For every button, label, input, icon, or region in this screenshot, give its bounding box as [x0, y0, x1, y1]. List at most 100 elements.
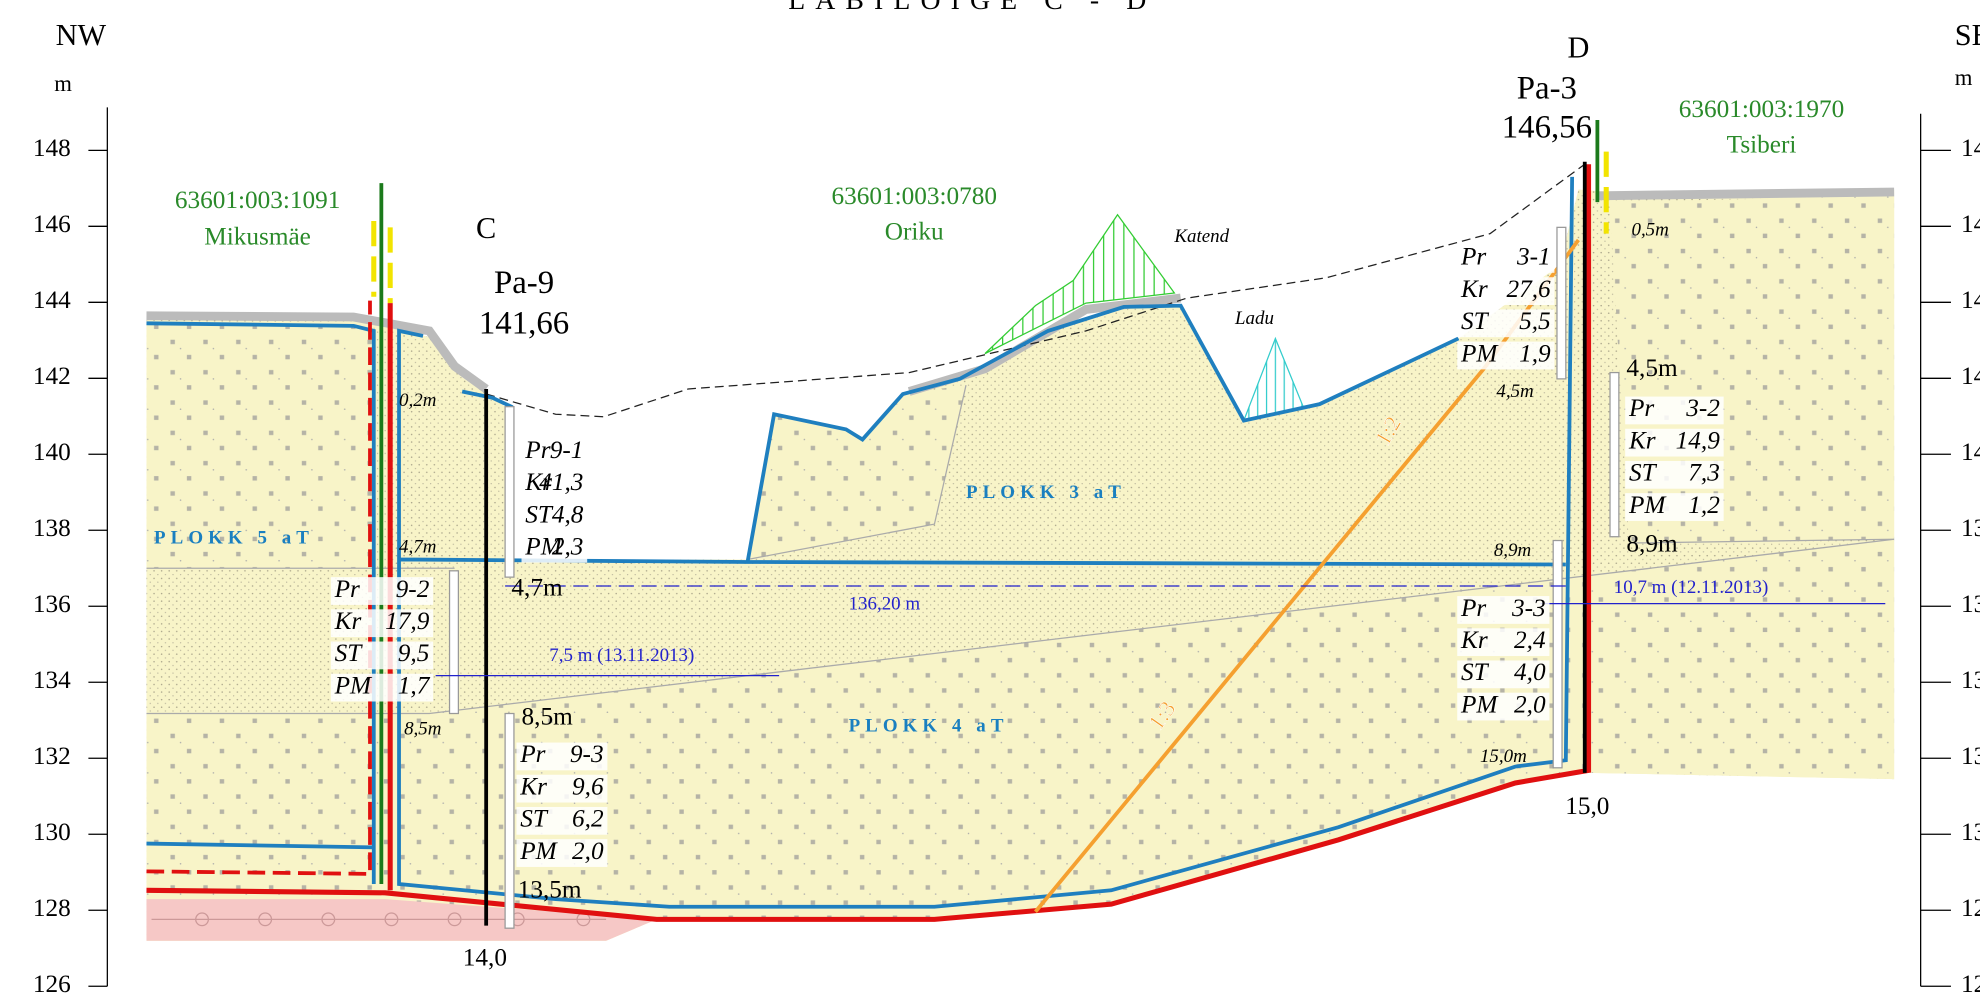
sample-value: 2,0	[572, 837, 604, 865]
sample-param: Kr	[1628, 426, 1656, 454]
tick-label: 136	[33, 590, 71, 618]
tick-label: 148	[1961, 134, 1980, 162]
sample-param: Pr	[1460, 594, 1486, 622]
sample-value: 1,7	[398, 671, 431, 699]
tick-label: 130	[33, 818, 71, 846]
sample-value: 9,5	[398, 639, 430, 667]
sample-param: ST	[525, 500, 554, 528]
tick-label: 134	[1961, 666, 1980, 694]
depth-label: 13,5m	[518, 875, 582, 903]
sample-value: 4,0	[1514, 658, 1546, 686]
block-label: PLOKK 5 aT	[154, 528, 314, 549]
sample-param: Kr	[519, 772, 547, 800]
tick-label: 146	[33, 210, 71, 238]
well-depth: 14,0	[463, 944, 507, 972]
parcel-id: 63601:003:1091	[175, 186, 341, 214]
cross-section: 148 146 144 142 140 138 136 134 132 130 128 126 148 1…	[0, 0, 1980, 1004]
tick-label: 126	[1961, 970, 1980, 998]
sample-value: 4,8	[552, 500, 584, 528]
page: {"title":"LÄBILÕIGE C - D", "left_axis":…	[0, 0, 1980, 1004]
sample-param: Pr	[1460, 243, 1486, 271]
section-point: D	[1567, 31, 1589, 65]
tick-label: 138	[33, 514, 71, 542]
sample-param: Kr	[1460, 626, 1488, 654]
sample-value: 1,9	[1519, 339, 1551, 367]
water-label: 136,20 m	[849, 593, 921, 614]
sample-value: 41,3	[539, 468, 583, 496]
sample-value: 2,0	[1514, 690, 1546, 718]
sample-param: PM	[519, 837, 558, 865]
tick-label: 148	[33, 134, 71, 162]
sample-param: Kr	[1460, 275, 1488, 303]
depth-label: 0,2m	[399, 390, 436, 411]
pipe-yellow	[374, 152, 1606, 304]
sample-param: ST	[1461, 307, 1490, 335]
depth-label: 4,5m	[1626, 354, 1678, 382]
sample-param: Pr	[524, 436, 550, 464]
sample-value: 6,2	[572, 805, 604, 833]
depth-label: 8,9m	[1626, 529, 1678, 557]
sample-value: 9-2	[396, 575, 430, 603]
sample-value: 3-1	[1516, 243, 1551, 271]
well-name: Pa-3	[1517, 71, 1577, 107]
tick-label: 134	[33, 666, 71, 694]
tick-label: 144	[1961, 286, 1980, 314]
feature-label: Katend	[1173, 226, 1229, 247]
depth-label: 4,7m	[399, 536, 436, 557]
feature-label: Ladu	[1234, 308, 1274, 329]
tick-label: 128	[33, 894, 71, 922]
depth-label: 15,0m	[1480, 746, 1527, 767]
section-point: C	[476, 211, 496, 245]
sample-value: 14,9	[1676, 426, 1721, 454]
sample-param: Pr	[334, 575, 360, 603]
sample-value: 3-3	[1511, 594, 1546, 622]
sample-value: 3-2	[1685, 394, 1720, 422]
depth-label: 8,5m	[522, 702, 574, 730]
sample-param: PM	[1628, 491, 1667, 519]
tick-label: 138	[1961, 514, 1980, 542]
block-label: PLOKK 3 aT	[966, 482, 1126, 503]
water-label: 7,5 m (13.11.2013)	[549, 645, 694, 666]
tick-label: 136	[1961, 590, 1980, 618]
sample-value: 17,9	[385, 607, 430, 635]
sample-param: ST	[1461, 658, 1490, 686]
sample-value: 2,4	[1514, 626, 1546, 654]
sample-param: PM	[1460, 690, 1499, 718]
sample-value: 1,2	[1688, 491, 1720, 519]
sample-value: 27,6	[1506, 275, 1551, 303]
sample-param: PM	[1460, 339, 1499, 367]
tick-label: 132	[33, 742, 71, 770]
sample-value: 9,6	[572, 772, 604, 800]
parcel-name: Mikusmäe	[204, 223, 311, 251]
axis-direction: SE	[1955, 18, 1980, 52]
depth-label: 8,5m	[404, 718, 441, 739]
depth-label: 4,7m	[511, 574, 563, 602]
tick-label: 130	[1961, 818, 1980, 846]
well-depth: 15,0	[1565, 792, 1609, 820]
tick-label: 142	[1961, 362, 1980, 390]
sample-param: ST	[335, 639, 364, 667]
sample-value: 9-3	[570, 740, 604, 768]
parcel-id: 63601:003:0780	[831, 182, 997, 210]
sample-value: 9-1	[550, 436, 584, 464]
sample-value: 7,3	[1688, 459, 1720, 487]
parcel-name: Oriku	[885, 217, 944, 245]
sample-value: 5,5	[1519, 307, 1551, 335]
tick-label: 140	[1961, 438, 1980, 466]
block-label: PLOKK 4 aT	[849, 716, 1009, 737]
depth-label: 0,5m	[1631, 219, 1668, 240]
sample-param: Pr	[1628, 394, 1654, 422]
well-elevation: 141,66	[479, 305, 569, 341]
sample-param: ST	[520, 805, 549, 833]
tick-label: 140	[33, 438, 71, 466]
well-elevation: 146,56	[1502, 110, 1592, 146]
well-name: Pa-9	[494, 265, 554, 301]
tick-label: 128	[1961, 894, 1980, 922]
sample-value: 2,3	[552, 533, 584, 561]
parcel-name: Tsiberi	[1727, 130, 1797, 158]
parcel-id: 63601:003:1970	[1679, 95, 1845, 123]
depth-label: 8,9m	[1494, 540, 1531, 561]
tick-label: 144	[33, 286, 71, 314]
sample-param: Kr	[334, 607, 362, 635]
depth-label: 4,5m	[1496, 381, 1533, 402]
